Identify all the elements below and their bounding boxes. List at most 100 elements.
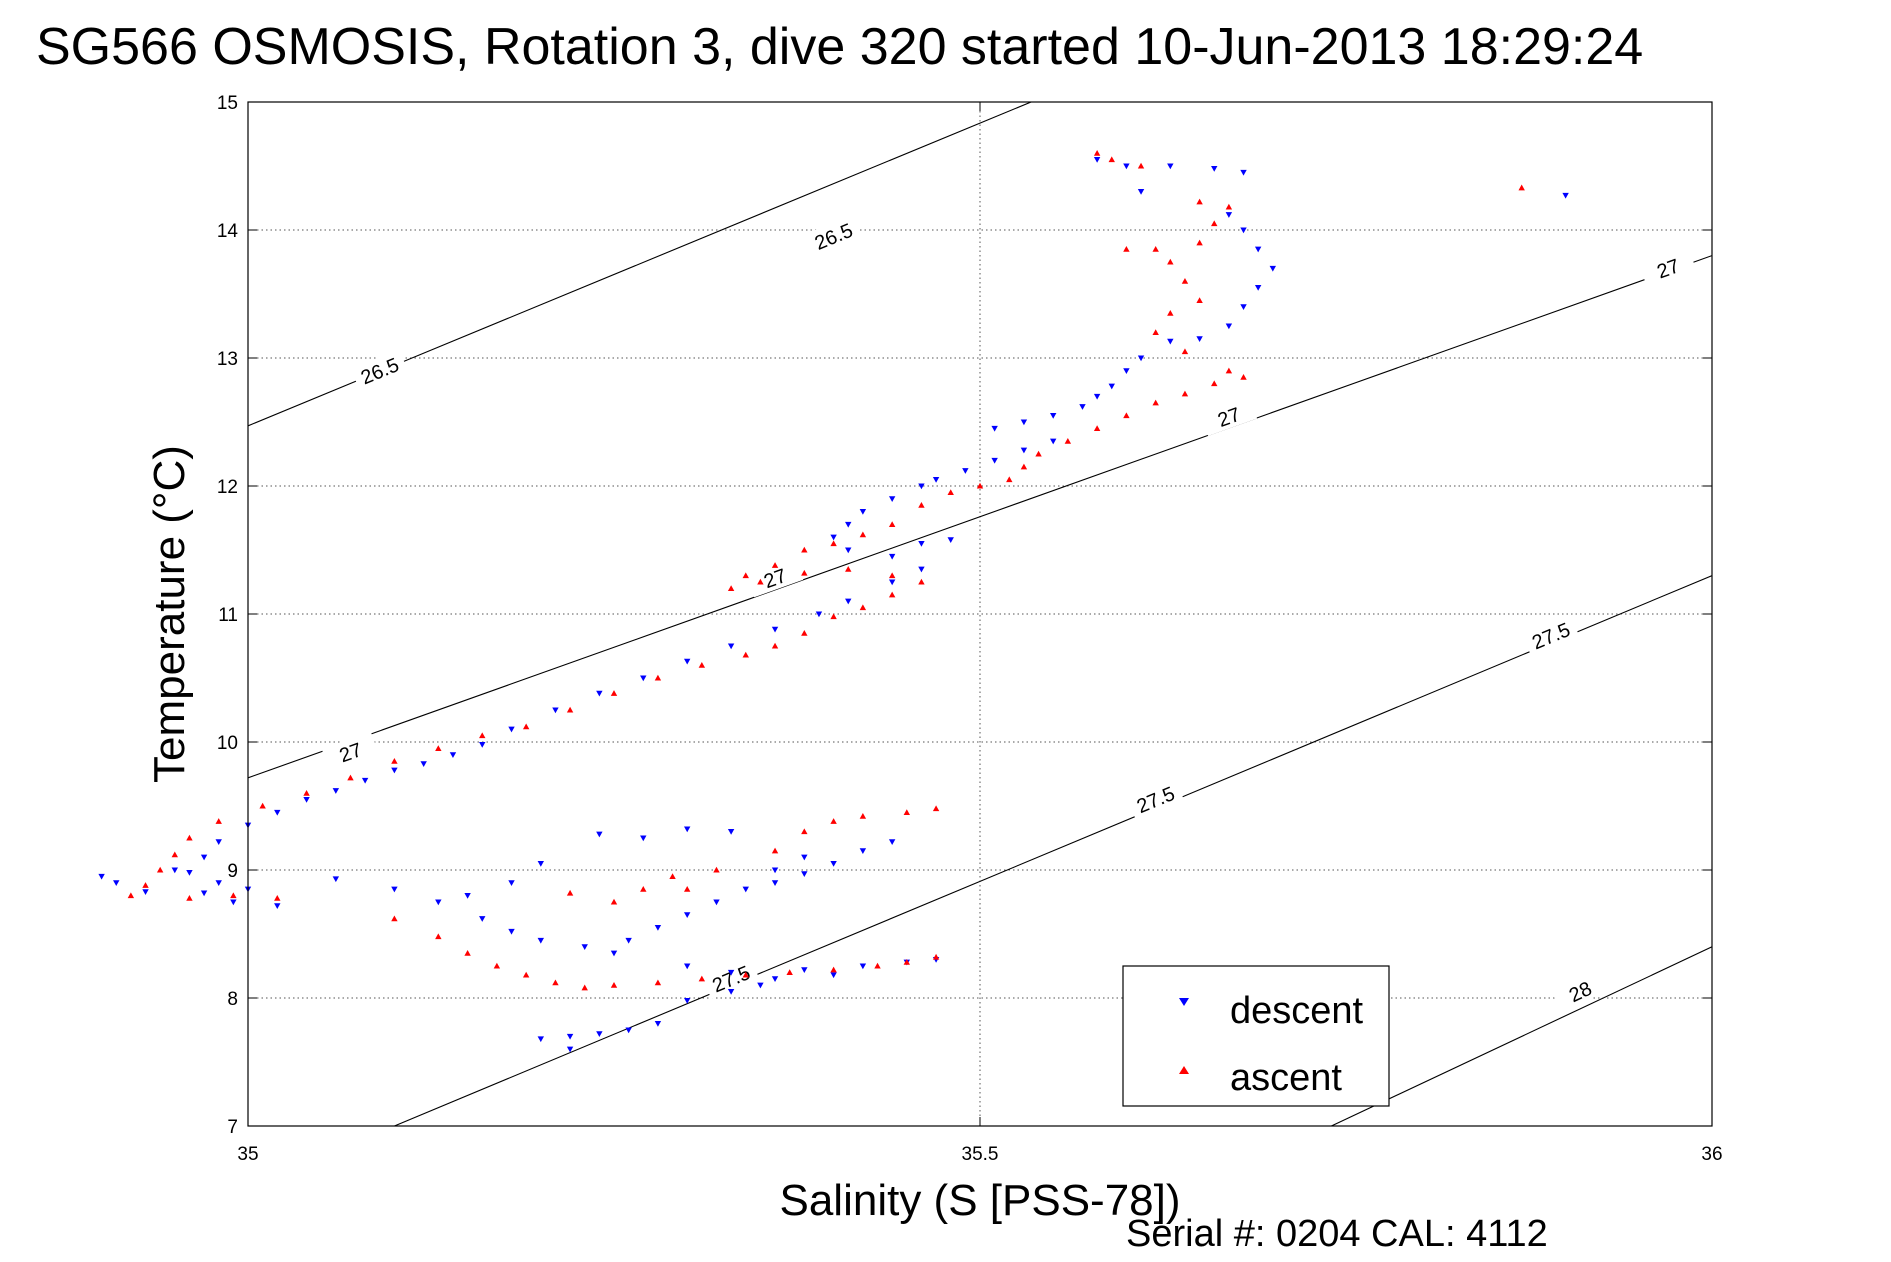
descent-point xyxy=(1050,438,1057,445)
descent-point xyxy=(200,854,208,861)
y-tick-label: 11 xyxy=(218,605,238,626)
ascent-point xyxy=(1225,367,1233,374)
descent-point xyxy=(888,579,896,586)
ascent-point xyxy=(127,892,135,899)
descent-point xyxy=(625,1027,632,1034)
descent-point xyxy=(1050,413,1057,419)
ascent-point xyxy=(493,962,501,969)
ascent-point xyxy=(186,894,193,901)
ascent-point xyxy=(581,984,588,991)
ascent-point xyxy=(1093,150,1101,156)
ascent-point xyxy=(727,585,735,591)
ascent-point xyxy=(552,979,559,986)
descent-point xyxy=(640,835,647,842)
ascent-point xyxy=(1240,374,1247,380)
contour-label-bg xyxy=(1521,613,1580,656)
ascent-point xyxy=(464,950,471,956)
descent-point xyxy=(888,496,896,502)
ascent-point xyxy=(771,847,779,854)
descent-point xyxy=(845,521,852,528)
ascent-point xyxy=(171,851,178,858)
descent-point xyxy=(1123,163,1130,170)
ascent-point xyxy=(1152,399,1159,406)
ascent-point xyxy=(830,966,837,973)
descent-point xyxy=(1137,189,1145,195)
contour-label-bg xyxy=(1126,777,1184,820)
ascent-point xyxy=(918,578,925,585)
descent-point xyxy=(186,870,193,876)
descent-point xyxy=(537,937,544,944)
ascent-point xyxy=(976,482,984,489)
ascent-point xyxy=(640,886,647,892)
x-tick-label: 36 xyxy=(1701,1144,1722,1165)
descent-point xyxy=(845,598,852,605)
ascent-point xyxy=(1020,463,1028,470)
descent-point xyxy=(1020,419,1028,426)
ascent-point xyxy=(1211,220,1218,227)
ascent-point xyxy=(1196,198,1203,205)
ascent-point xyxy=(522,723,530,730)
descent-point xyxy=(654,1021,662,1027)
ascent-point xyxy=(1137,162,1145,169)
ascent-point xyxy=(947,489,954,495)
descent-point xyxy=(1269,265,1276,272)
descent-point xyxy=(801,871,808,878)
descent-point xyxy=(684,963,691,970)
grid-lines xyxy=(248,102,1712,1126)
descent-point xyxy=(596,690,603,697)
descent-point xyxy=(1167,163,1174,170)
ascent-point xyxy=(1518,184,1525,191)
ascent-point xyxy=(522,971,530,978)
ascent-point xyxy=(186,834,193,841)
ascent-point xyxy=(1123,412,1130,419)
descent-point xyxy=(771,976,779,982)
ascent-point xyxy=(259,802,266,809)
ascent-point xyxy=(610,982,618,988)
ascent-point xyxy=(888,591,896,598)
ascent-point xyxy=(1181,390,1189,397)
descent-point xyxy=(596,1031,603,1038)
descent-point xyxy=(947,537,954,543)
legend-descent-label: descent xyxy=(1230,990,1364,1032)
contour-label-bg xyxy=(804,214,862,257)
ascent-point xyxy=(903,809,910,815)
ascent-point xyxy=(1108,156,1115,163)
descent-point xyxy=(918,566,925,573)
descent-point xyxy=(713,899,720,906)
descent-point xyxy=(274,903,281,910)
density-contour-27 xyxy=(248,255,1712,779)
ascent-point xyxy=(274,894,281,901)
descent-point xyxy=(566,1033,574,1040)
legend-ascent-marker xyxy=(1179,1066,1189,1074)
ascent-point xyxy=(698,662,706,668)
descent-point xyxy=(991,425,998,432)
descent-point xyxy=(727,829,735,835)
y-tick-label: 13 xyxy=(217,349,238,370)
ascent-point xyxy=(888,572,896,579)
ascent-point xyxy=(566,889,574,896)
descent-point xyxy=(200,890,208,897)
y-tick-label: 12 xyxy=(217,477,238,498)
y-tick-label: 8 xyxy=(227,989,238,1010)
ascent-point xyxy=(654,979,662,986)
ascent-point xyxy=(1152,246,1159,252)
descent-point xyxy=(1167,338,1174,345)
descent-point xyxy=(479,916,486,922)
descent-point xyxy=(801,854,808,861)
descent-point xyxy=(727,643,735,650)
descent-point xyxy=(771,867,779,874)
ascent-point xyxy=(684,886,691,892)
ascent-point xyxy=(1225,203,1233,210)
descent-point xyxy=(830,972,837,979)
descent-point xyxy=(1020,447,1028,454)
ascent-point xyxy=(156,866,164,873)
descent-point xyxy=(215,839,222,846)
descent-point xyxy=(845,547,852,554)
ascent-point xyxy=(435,933,442,940)
descent-point xyxy=(1093,393,1101,400)
descent-point xyxy=(113,880,120,886)
descent-point xyxy=(1079,404,1086,410)
descent-point xyxy=(727,989,735,995)
descent-point xyxy=(1123,368,1130,374)
descent-point xyxy=(771,626,779,633)
